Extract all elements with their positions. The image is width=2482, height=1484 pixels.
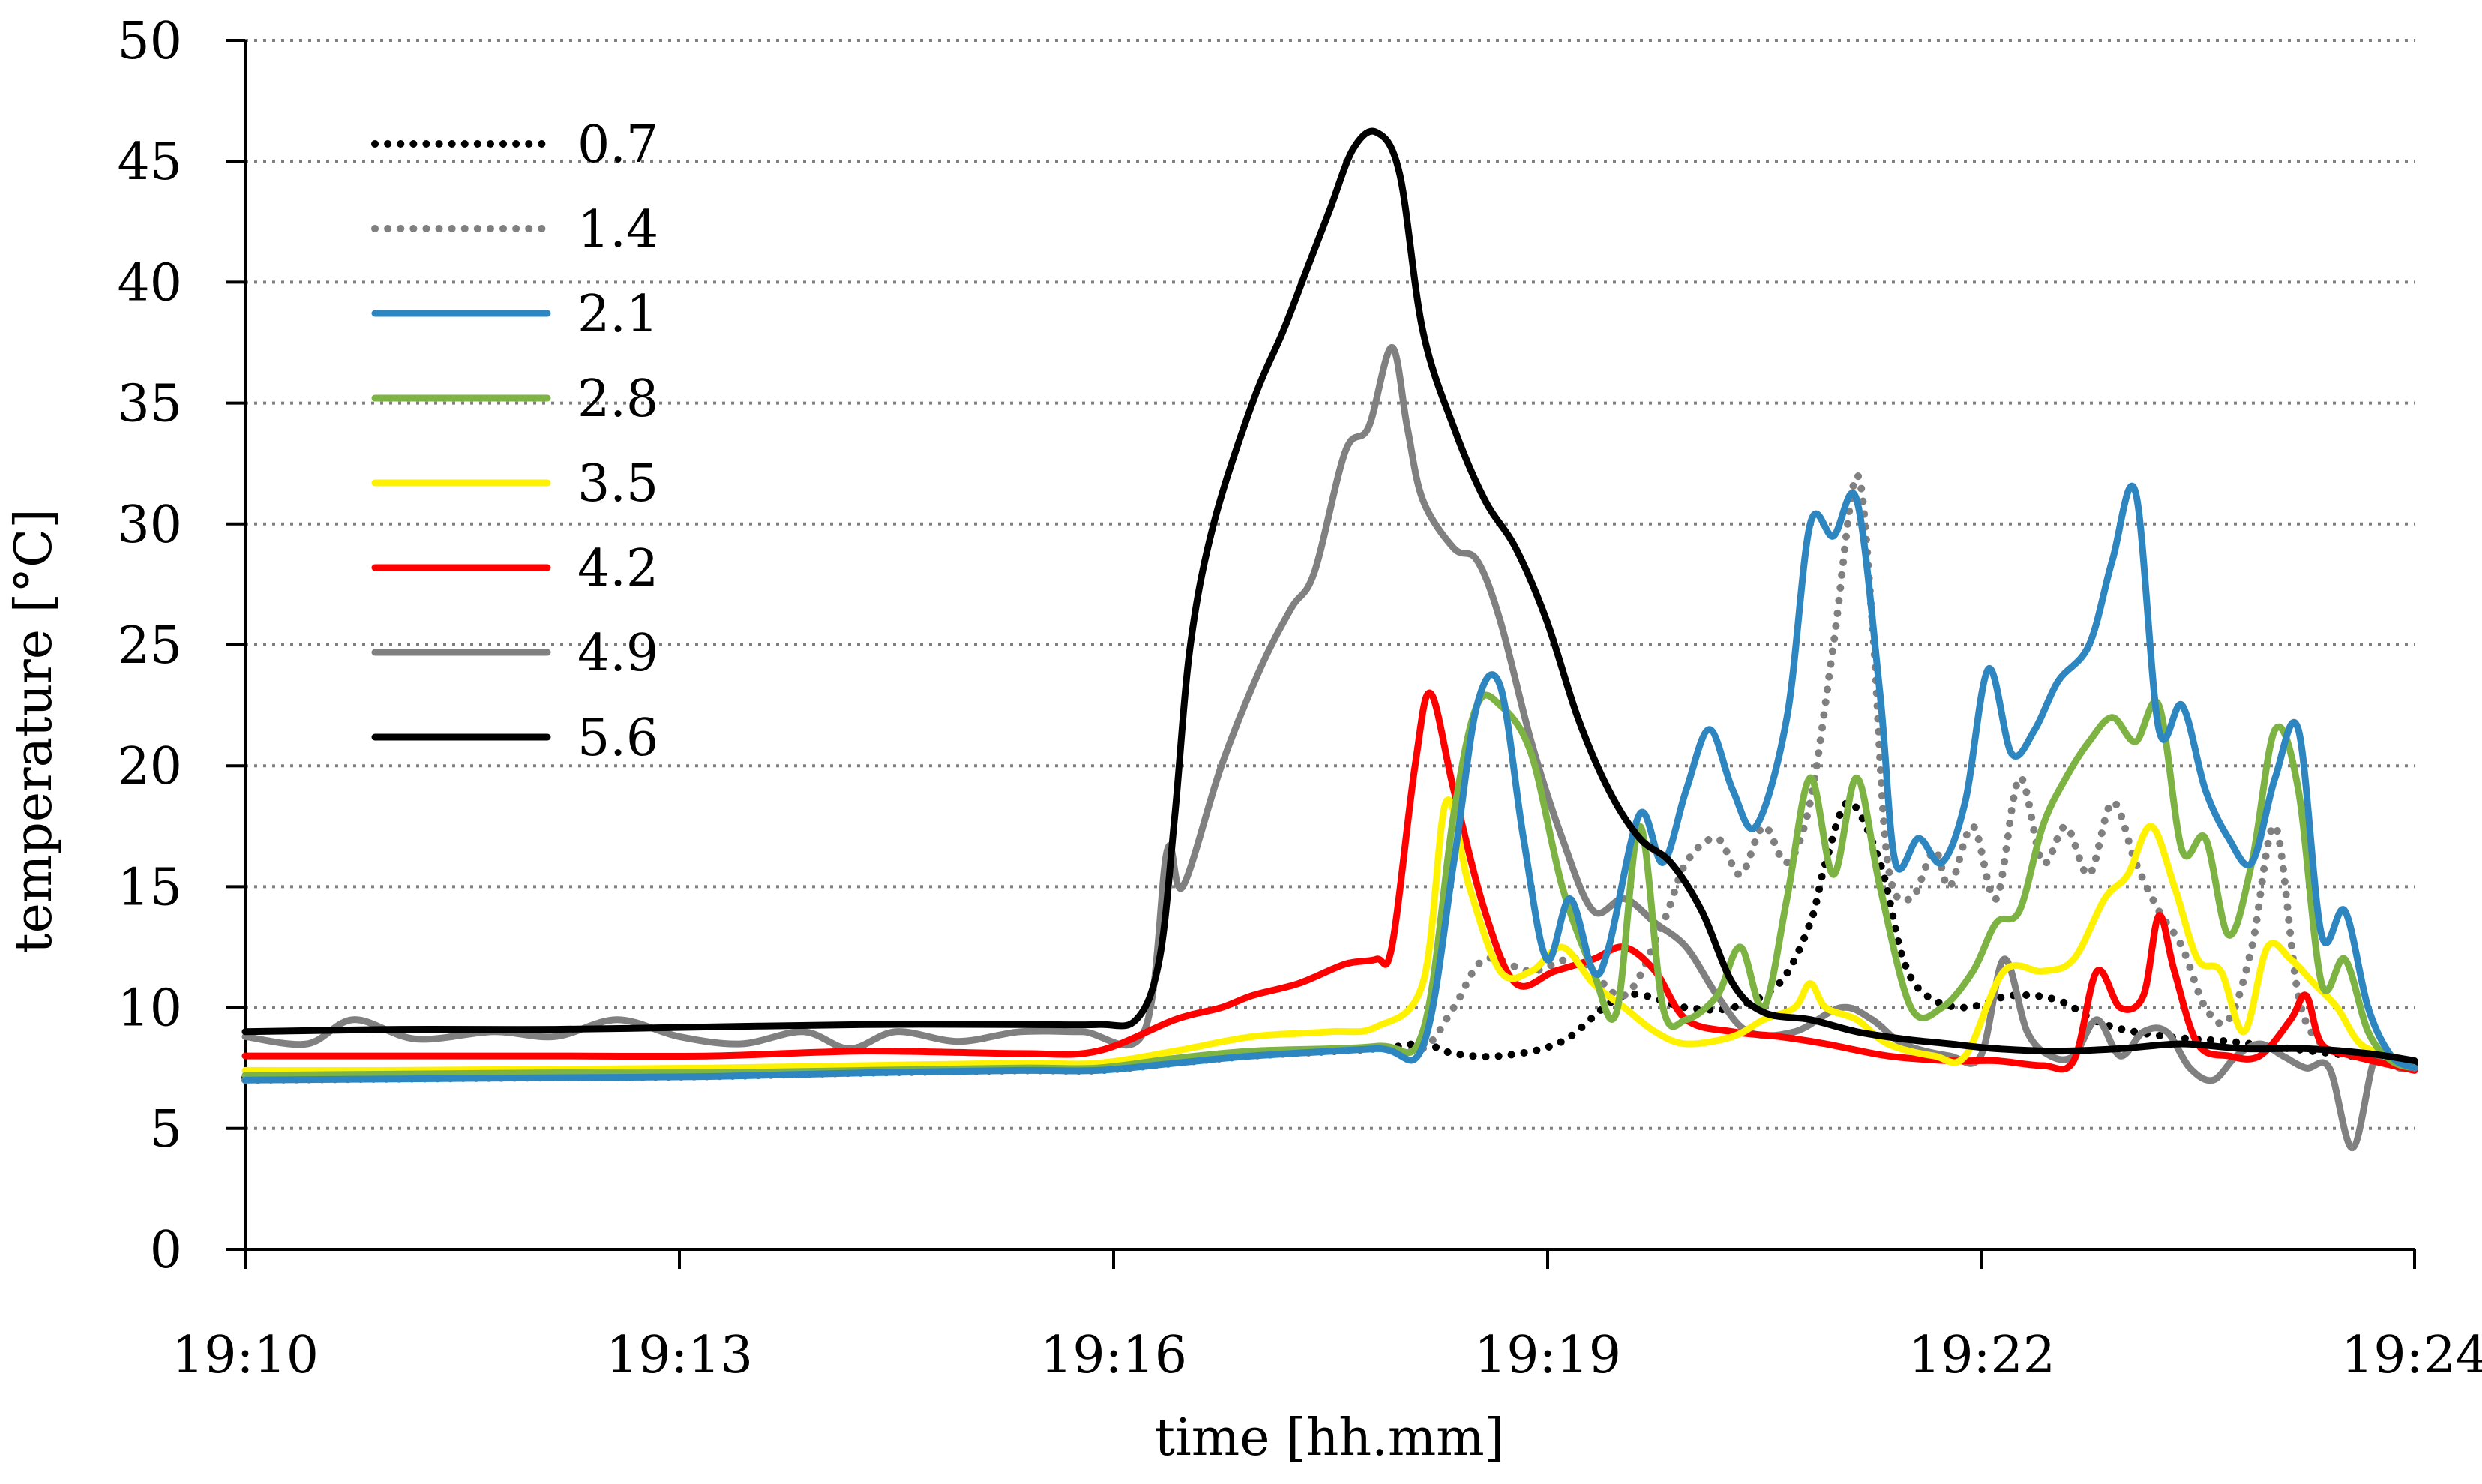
- y-tick-label: 10: [117, 979, 182, 1039]
- x-tick-label: 19:10: [172, 1326, 319, 1385]
- series-line-3-5: [241, 796, 2418, 1075]
- series-line-2-8: [241, 691, 2418, 1079]
- x-tick-label: 19:24: [2341, 1326, 2482, 1385]
- legend-label-1-4: 1.4: [577, 200, 658, 259]
- axes: 0 5 10 15 20 25 30 35 40 45 50 19:10 19:13 19:16 19:19…: [117, 12, 2482, 1385]
- y-tick-label: 50: [117, 12, 182, 71]
- y-tick-label: 5: [150, 1100, 182, 1159]
- y-tick-label: 30: [117, 496, 182, 555]
- series-line-4-9: [241, 343, 2418, 1152]
- y-tick-label: 0: [150, 1221, 182, 1280]
- y-axis-title: temperature [°C]: [4, 508, 64, 953]
- series-line-5-6: [241, 127, 2418, 1064]
- legend-label-4-2: 4.2: [577, 539, 658, 598]
- y-tick-label: 15: [117, 858, 182, 917]
- x-tick-label: 19:16: [1040, 1326, 1187, 1385]
- legend-label-2-1: 2.1: [577, 285, 658, 344]
- series-line-4-2: [241, 689, 2418, 1074]
- x-tick-label: 19:22: [1908, 1326, 2055, 1385]
- legend-label-3-5: 3.5: [577, 454, 658, 514]
- x-axis-title: time [hh.mm]: [1155, 1408, 1505, 1468]
- x-tick-label: 19:13: [606, 1326, 753, 1385]
- series-lines: [241, 127, 2418, 1152]
- legend-label-4-9: 4.9: [577, 624, 658, 683]
- y-tick-label: 45: [117, 133, 182, 192]
- y-tick-label: 25: [117, 616, 182, 676]
- series-line-2-1: [241, 482, 2418, 1084]
- y-tick-label: 35: [117, 375, 182, 434]
- legend: 0.7 1.4 2.1 2.8 3.5 4.2 4.9 5.6: [371, 115, 658, 768]
- legend-label-5-6: 5.6: [577, 709, 658, 768]
- y-tick-label: 20: [117, 737, 182, 796]
- legend-label-0-7: 0.7: [577, 115, 658, 175]
- x-tick-label: 19:19: [1474, 1326, 1621, 1385]
- y-tick-label: 40: [117, 253, 182, 313]
- legend-label-2-8: 2.8: [577, 370, 658, 429]
- grid-lines: [245, 39, 2415, 1130]
